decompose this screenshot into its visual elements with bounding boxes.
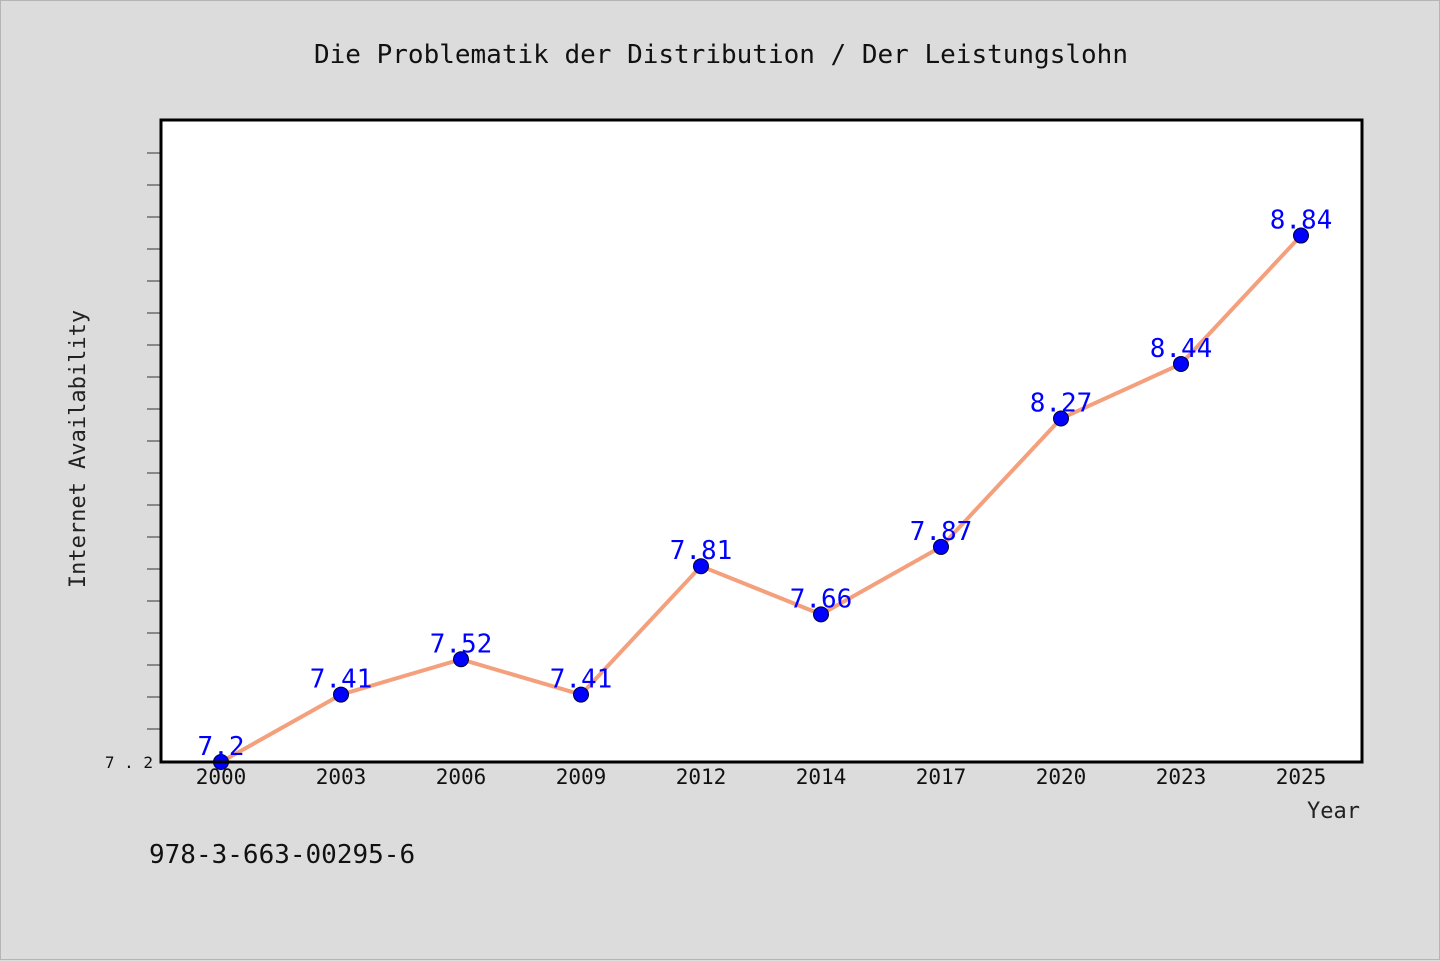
data-label-2003: 7.41 xyxy=(310,665,373,695)
y-axis-ticks xyxy=(147,152,161,730)
series-layer xyxy=(219,233,1303,764)
data-point-2025 xyxy=(1293,227,1309,244)
data-point-2020 xyxy=(1053,410,1069,427)
data-point-2009 xyxy=(573,686,589,703)
y-axis-label: Internet Availability xyxy=(66,310,91,588)
data-point-2003 xyxy=(333,686,349,703)
data-label-2017: 7.87 xyxy=(910,517,973,547)
data-label-2006: 7.52 xyxy=(430,629,493,659)
marker-layer xyxy=(213,227,1309,770)
data-point-2006 xyxy=(453,651,469,668)
x-axis-label: Year xyxy=(1307,799,1360,824)
y-tick-label: 7 . 2 xyxy=(105,753,153,772)
x-axis-tick-labels: 2000 2003 2006 2009 2012 2014 2017 2020 2023 2025 xyxy=(196,765,1327,789)
data-label-2023: 8.44 xyxy=(1150,334,1213,364)
data-point-2017 xyxy=(933,538,949,555)
plot-border xyxy=(159,118,1364,764)
x-tick-label-2012: 2012 xyxy=(676,765,727,789)
x-tick-label-2009: 2009 xyxy=(556,765,607,789)
x-tick-label-2025: 2025 xyxy=(1276,765,1327,789)
x-tick-label-2023: 2023 xyxy=(1156,765,1207,789)
series-line xyxy=(219,233,1303,764)
y-axis-tick-labels: 7 . 2 xyxy=(105,753,153,772)
data-label-2020: 8.27 xyxy=(1030,389,1093,419)
data-point-2012 xyxy=(693,558,709,575)
x-tick-label-2020: 2020 xyxy=(1036,765,1087,789)
plot-area xyxy=(161,120,1362,762)
data-point-2023 xyxy=(1173,355,1189,372)
data-label-2009: 7.41 xyxy=(550,665,613,695)
data-point-2014 xyxy=(813,606,829,623)
chart-title: Die Problematik der Distribution / Der L… xyxy=(314,40,1128,70)
data-label-2000: 7.2 xyxy=(198,732,245,762)
footnote-isbn: 978-3-663-00295-6 xyxy=(149,840,415,870)
data-label-2014: 7.66 xyxy=(790,584,853,614)
x-tick-label-2000: 2000 xyxy=(196,765,247,789)
data-label-layer: 7.2 7.41 7.52 7.41 7.81 7.66 7.87 8.27 8.44 8.84 xyxy=(198,206,1333,762)
data-label-2012: 7.81 xyxy=(670,536,733,566)
x-tick-label-2003: 2003 xyxy=(316,765,367,789)
x-tick-label-2014: 2014 xyxy=(796,765,847,789)
x-tick-label-2006: 2006 xyxy=(436,765,487,789)
x-tick-label-2017: 2017 xyxy=(916,765,967,789)
data-label-2025: 8.84 xyxy=(1270,206,1333,236)
